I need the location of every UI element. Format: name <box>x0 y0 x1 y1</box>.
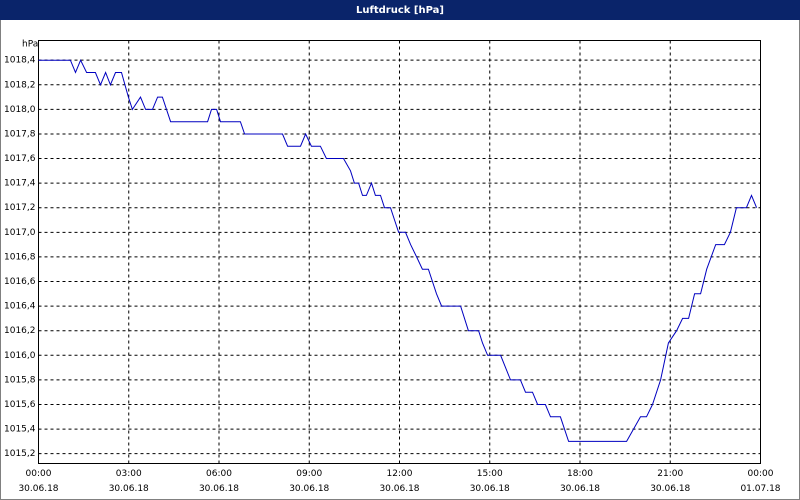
x-tick-date: 30.06.18 <box>379 484 419 494</box>
y-tick-label: 1016,2 <box>4 326 36 336</box>
y-tick-label: 1016,0 <box>4 351 36 361</box>
x-tick-label: 21:00 <box>657 469 683 479</box>
chart-title: Luftdruck [hPa] <box>356 5 444 16</box>
x-tick-label: 06:00 <box>206 469 232 479</box>
y-tick-label: 1017,4 <box>4 179 36 189</box>
y-tick-label: 1015,8 <box>4 375 36 385</box>
x-tick-date: 30.06.18 <box>18 484 58 494</box>
y-tick-label: 1016,8 <box>4 252 36 262</box>
x-tick-label: 12:00 <box>387 469 413 479</box>
y-tick-label: 1015,4 <box>4 425 36 435</box>
title-bar <box>0 0 800 20</box>
y-tick-label: 1015,6 <box>4 400 36 410</box>
y-tick-label: 1017,0 <box>4 228 36 238</box>
x-tick-label: 03:00 <box>116 469 142 479</box>
x-tick-date: 30.06.18 <box>199 484 239 494</box>
x-tick-date: 30.06.18 <box>560 484 600 494</box>
x-tick-label: 18:00 <box>567 469 593 479</box>
y-tick-label: 1018,0 <box>4 105 36 115</box>
y-tick-label: 1017,6 <box>4 154 36 164</box>
x-tick-date: 30.06.18 <box>470 484 510 494</box>
y-tick-label: 1017,2 <box>4 203 36 213</box>
x-tick-label: 15:00 <box>477 469 503 479</box>
x-tick-label: 00:00 <box>748 469 774 479</box>
y-tick-label: 1017,8 <box>4 129 36 139</box>
x-tick-label: 00:00 <box>26 469 52 479</box>
x-tick-label: 09:00 <box>296 469 322 479</box>
x-tick-date: 30.06.18 <box>289 484 329 494</box>
y-axis-label: hPa <box>22 40 38 50</box>
x-tick-date: 30.06.18 <box>650 484 690 494</box>
y-tick-label: 1016,6 <box>4 277 36 287</box>
y-tick-label: 1016,4 <box>4 302 36 312</box>
x-tick-date: 30.06.18 <box>109 484 149 494</box>
data-line <box>38 58 758 442</box>
x-tick-date: 01.07.18 <box>740 484 780 494</box>
y-tick-label: 1018,2 <box>4 80 36 90</box>
y-tick-label: 1018,4 <box>4 56 36 66</box>
y-tick-label: 1015,2 <box>4 449 36 459</box>
